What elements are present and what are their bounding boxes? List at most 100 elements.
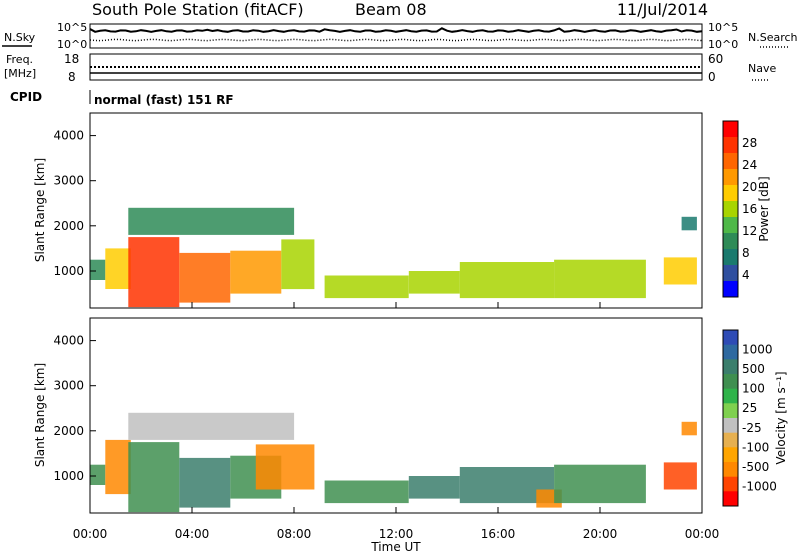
noise-left-tick-top: 10^5 — [57, 21, 87, 34]
velocity-colorbar-swatch-1 — [723, 344, 738, 360]
velocity-region-8 — [408, 476, 460, 499]
power-colorbar-tick-6: 4 — [742, 268, 750, 282]
velocity-colorbar-tick-6: -500 — [742, 460, 769, 474]
power-region-2 — [128, 237, 180, 308]
velocity-colorbar-swatch-5 — [723, 403, 738, 419]
velocity-colorbar-frame — [722, 329, 739, 507]
x-axis-label: Time UT — [370, 540, 421, 554]
noise-panel: N.Sky 10^5 10^0 10^5 10^0 N.Search — [2, 21, 798, 51]
cpid-label: CPID — [10, 90, 42, 104]
cpid-value: normal (fast) 151 RF — [94, 93, 234, 107]
power-colorbar-swatch-4 — [723, 185, 738, 202]
power-colorbar-tick-0: 28 — [742, 136, 757, 150]
power-region-6 — [128, 207, 295, 235]
freq-tick-bottom: 8 — [68, 70, 76, 84]
power-ytick-2: 2000 — [53, 219, 84, 233]
date-label: 11/Jul/2014 — [617, 0, 708, 19]
velocity-ytick-2: 2000 — [53, 424, 84, 438]
velocity-ylabel: Slant Range [km] — [33, 363, 47, 467]
power-region-9 — [459, 262, 555, 299]
power-colorbar-label: Power [dB] — [757, 176, 771, 241]
power-region-12 — [681, 216, 697, 231]
velocity-region-5 — [255, 444, 315, 490]
velocity-marks — [90, 412, 697, 513]
power-colorbar-swatch-2 — [723, 153, 738, 170]
power-ylabel: Slant Range [km] — [33, 158, 47, 262]
power-region-11 — [663, 257, 697, 285]
noise-sky-line — [89, 27, 703, 33]
power-marks — [90, 207, 697, 308]
velocity-region-7 — [324, 480, 409, 504]
velocity-colorbar-tick-1: 500 — [742, 362, 765, 376]
velocity-region-2 — [128, 442, 180, 513]
noise-search-line — [89, 38, 703, 42]
nave-label: Nave — [748, 62, 776, 75]
velocity-colorbar-swatch-8 — [723, 447, 738, 463]
power-colorbar-tick-1: 24 — [742, 158, 757, 172]
velocity-ytick-3: 1000 — [53, 469, 84, 483]
velocity-colorbar-swatch-10 — [723, 476, 738, 492]
noise-right-tick-top: 10^5 — [708, 21, 738, 34]
velocity-colorbar-swatch-6 — [723, 418, 738, 434]
x-axis-ticks: 00:00 04:00 08:00 12:00 16:00 20:00 00:00 — [73, 302, 719, 541]
xtick-1: 04:00 — [175, 527, 210, 541]
power-region-4 — [230, 250, 282, 294]
velocity-colorbar-tick-2: 100 — [742, 382, 765, 396]
power-colorbar-swatch-3 — [723, 169, 738, 186]
noise-left-tick-bottom: 10^0 — [57, 38, 87, 51]
velocity-region-3 — [179, 457, 231, 508]
power-colorbar-tick-3: 16 — [742, 202, 757, 216]
xtick-2: 08:00 — [277, 527, 312, 541]
velocity-region-1 — [105, 439, 131, 495]
velocity-colorbar-tick-4: -25 — [742, 421, 762, 435]
power-colorbar-swatch-6 — [723, 217, 738, 234]
freq-unit-label: [MHz] — [4, 67, 36, 80]
beam-label: Beam 08 — [355, 0, 427, 19]
power-colorbar-tick-2: 20 — [742, 180, 757, 194]
velocity-region-6 — [128, 412, 295, 440]
power-colorbar-tick-4: 12 — [742, 224, 757, 238]
freq-panel: Freq. [MHz] 18 8 60 0 Nave — [4, 52, 776, 84]
power-colorbar-swatch-5 — [723, 201, 738, 218]
power-colorbar-swatch-9 — [723, 265, 738, 282]
power-colorbar-tick-5: 8 — [742, 246, 750, 260]
nave-tick-top: 60 — [708, 52, 723, 66]
velocity-colorbar-tick-7: -1000 — [742, 479, 777, 493]
power-ytick-3: 1000 — [53, 264, 84, 278]
velocity-ytick-0: 4000 — [53, 334, 84, 348]
velocity-colorbar-swatch-9 — [723, 462, 738, 478]
velocity-region-13 — [681, 421, 697, 436]
nave-tick-bottom: 0 — [708, 70, 716, 84]
velocity-colorbar-swatch-2 — [723, 359, 738, 375]
power-colorbar-swatch-0 — [723, 121, 738, 138]
velocity-region-11 — [554, 464, 646, 504]
power-region-10 — [554, 259, 646, 299]
velocity-colorbar-swatch-7 — [723, 432, 738, 448]
velocity-region-12 — [663, 462, 697, 490]
noise-right-label: N.Search — [748, 31, 798, 44]
power-colorbar-swatch-10 — [723, 281, 738, 298]
power-colorbar-swatch-1 — [723, 137, 738, 154]
power-region-0 — [90, 259, 106, 280]
power-region-8 — [408, 271, 460, 294]
velocity-colorbar-swatch-3 — [723, 374, 738, 390]
power-region-1 — [105, 248, 131, 289]
velocity-panel: 4000 3000 2000 1000 Slant Range [km] — [33, 317, 703, 514]
power-colorbar-swatch-8 — [723, 249, 738, 266]
power-colorbar-frame — [722, 120, 739, 298]
velocity-colorbar-swatch-4 — [723, 388, 738, 404]
power-ytick-0: 4000 — [53, 129, 84, 143]
velocity-colorbar-tick-0: 1000 — [742, 343, 773, 357]
velocity-region-0 — [90, 464, 106, 485]
power-region-3 — [179, 252, 231, 303]
power-colorbar: Power [dB] 28 24 20 16 12 8 4 — [722, 120, 771, 298]
xtick-3: 12:00 — [379, 527, 414, 541]
noise-left-label: N.Sky — [4, 31, 36, 44]
power-panel: 4000 3000 2000 1000 Slant Range [km] — [33, 112, 703, 309]
velocity-colorbar-tick-3: 25 — [742, 401, 757, 415]
freq-label: Freq. — [6, 53, 33, 66]
xtick-5: 20:00 — [583, 527, 618, 541]
velocity-colorbar-tick-5: -100 — [742, 440, 769, 454]
velocity-colorbar-swatch-11 — [723, 491, 738, 507]
